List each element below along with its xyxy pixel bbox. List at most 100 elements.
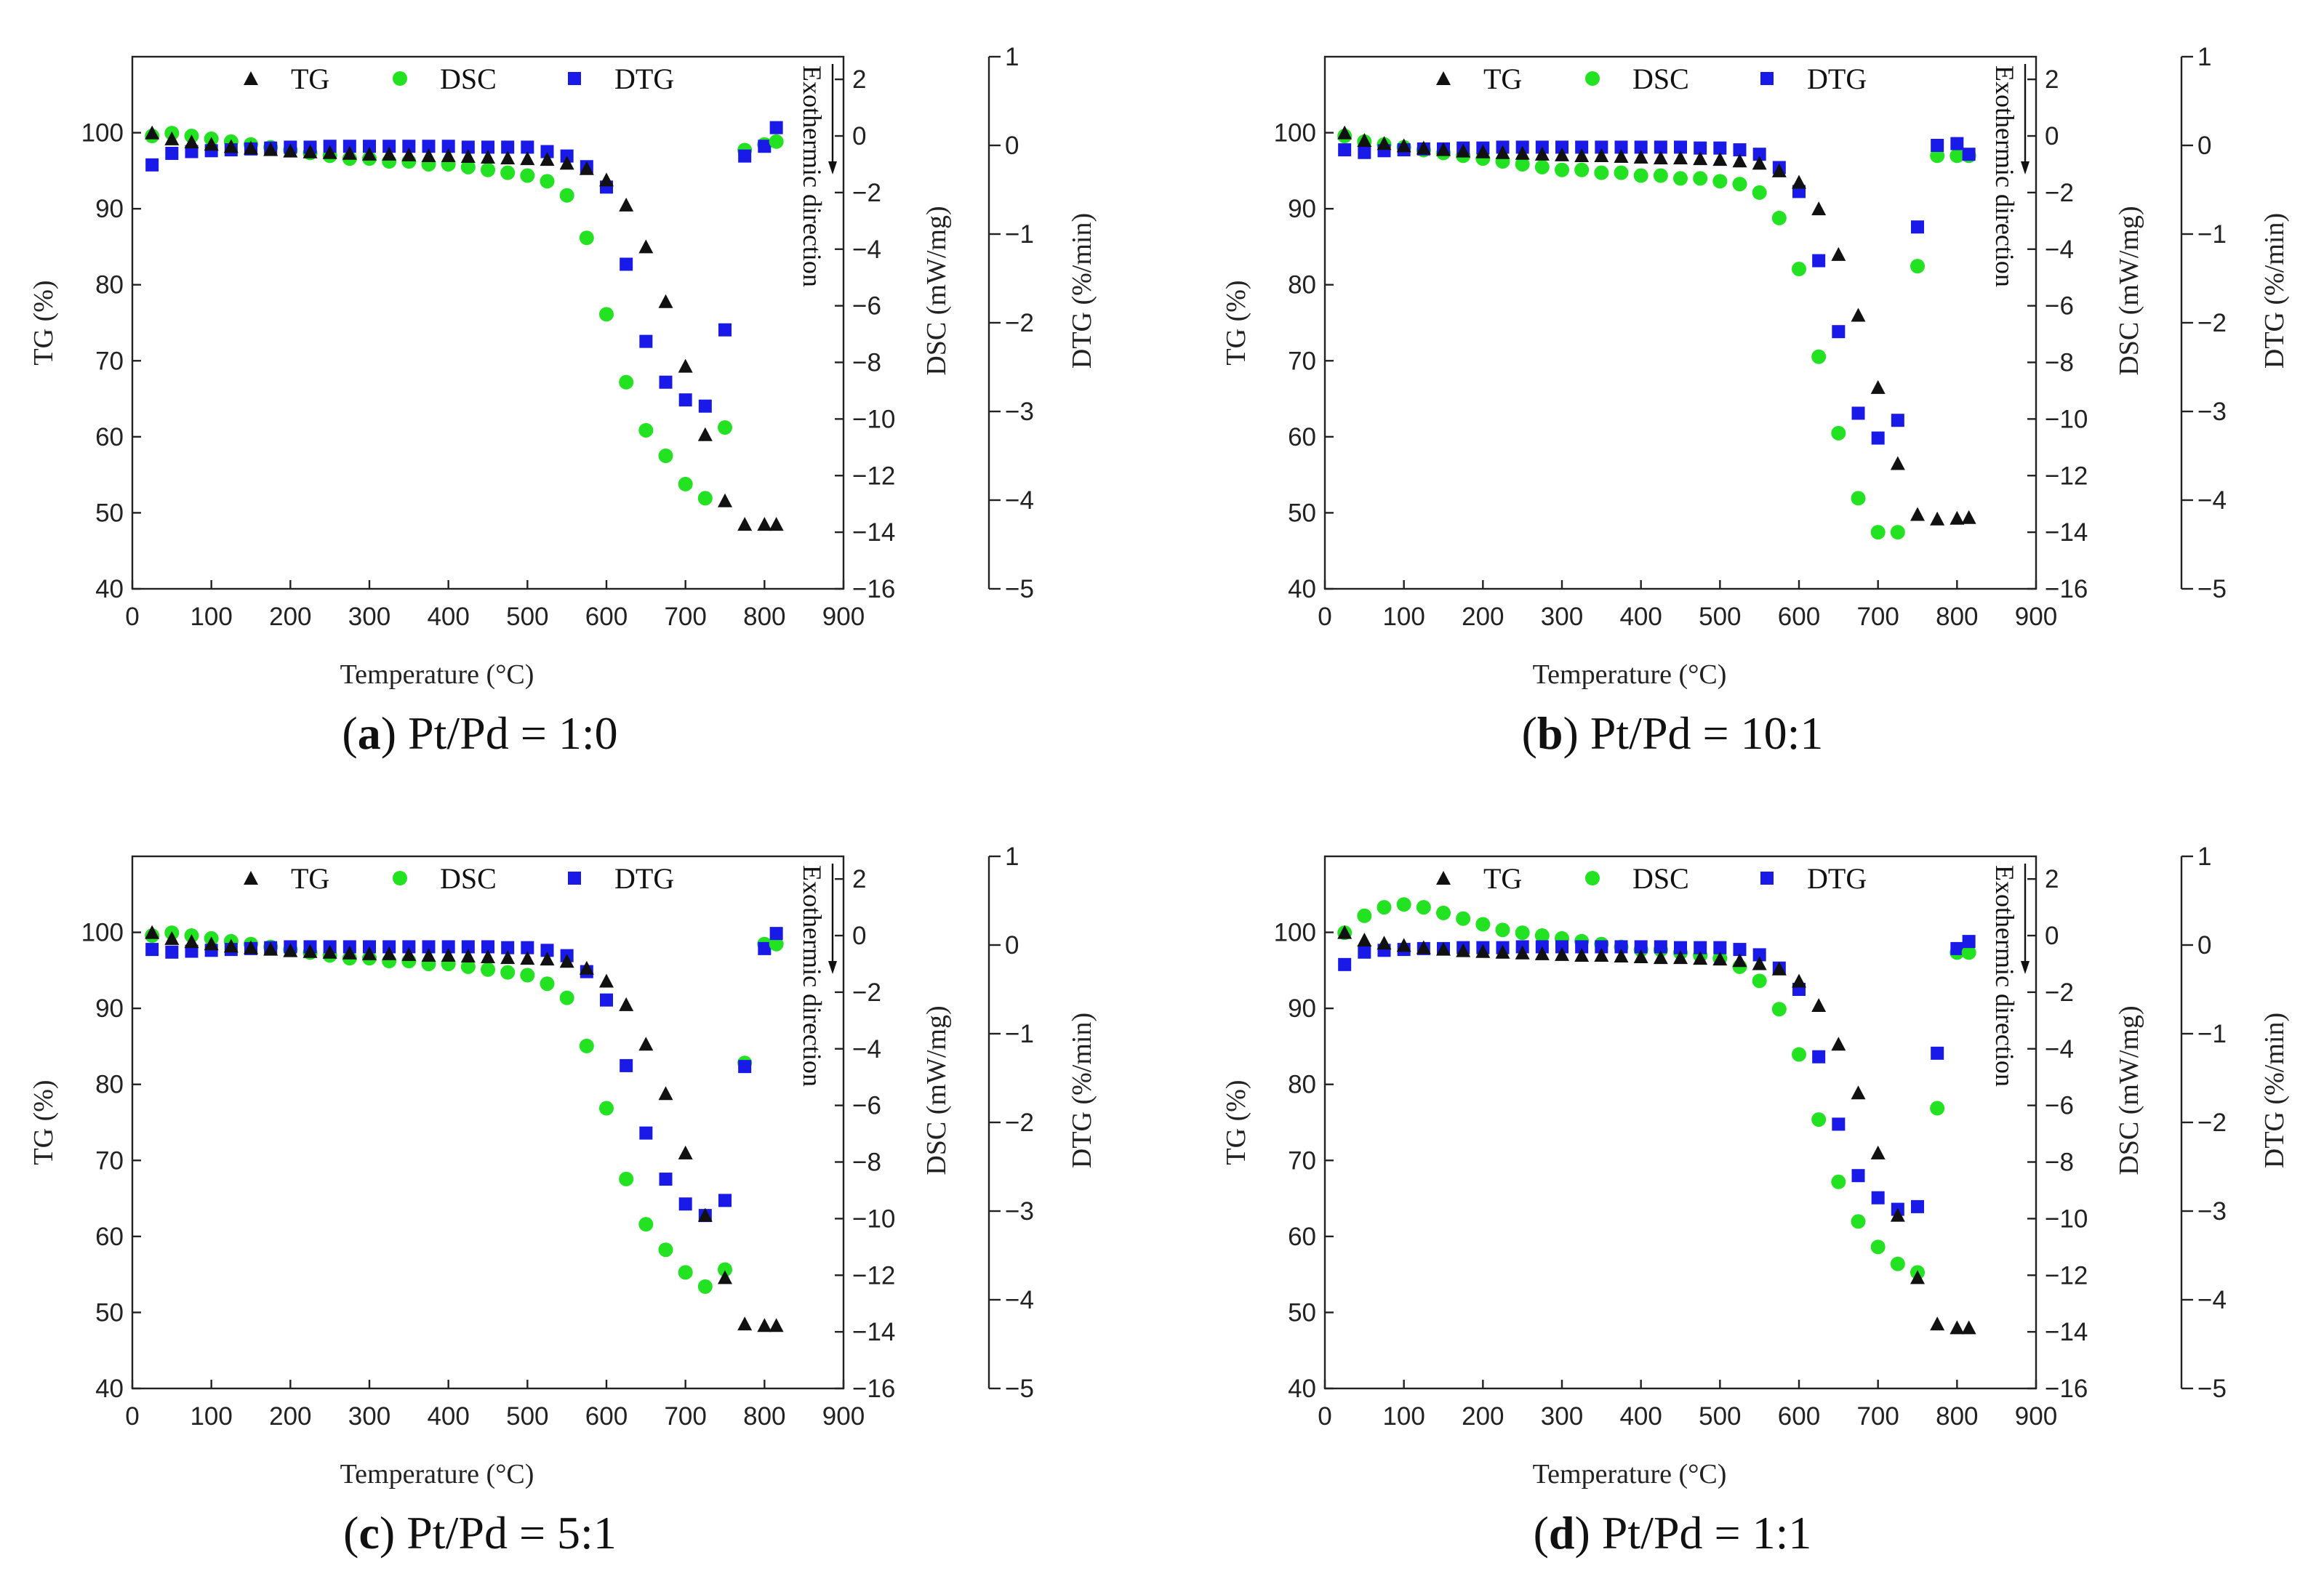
tg-axis-label: TG (%) bbox=[1221, 280, 1251, 365]
x-tick-label: 500 bbox=[506, 603, 548, 631]
tg-point bbox=[1633, 949, 1648, 964]
dtg-tick-label: −5 bbox=[2197, 1375, 2227, 1403]
dsc-axis-label: DSC (mW/mg) bbox=[921, 1005, 952, 1175]
tg-point bbox=[1416, 940, 1431, 954]
tg-point bbox=[1752, 156, 1767, 170]
tg-point bbox=[697, 1207, 713, 1222]
x-tick-label: 500 bbox=[506, 1402, 548, 1431]
dsc-point bbox=[1456, 911, 1471, 926]
tg-point bbox=[1515, 945, 1530, 960]
dtg-point bbox=[402, 940, 416, 954]
dtg-point bbox=[1694, 141, 1707, 155]
x-tick-label: 0 bbox=[1318, 603, 1331, 631]
dsc-point bbox=[1712, 174, 1728, 189]
dtg-axis-label: DTG (%/min) bbox=[2259, 213, 2290, 369]
tg-tick-label: 100 bbox=[81, 919, 124, 947]
dsc-point bbox=[1851, 1214, 1866, 1229]
x-tick-label: 900 bbox=[822, 603, 865, 631]
dsc-point bbox=[1851, 491, 1866, 506]
caption-paren-open: ( bbox=[1534, 1507, 1549, 1559]
tg-point bbox=[737, 1316, 753, 1331]
dsc-tick-label: −4 bbox=[852, 1035, 881, 1064]
x-tick-label: 200 bbox=[269, 1402, 311, 1431]
tg-point bbox=[1811, 997, 1827, 1012]
tg-point bbox=[1693, 951, 1708, 965]
dsc-point bbox=[718, 1262, 732, 1277]
exothermic-direction-label: Exothermic direction bbox=[798, 65, 827, 287]
dsc-point bbox=[599, 307, 614, 322]
dtg-point bbox=[678, 393, 692, 407]
tg-tick-label: 60 bbox=[95, 1223, 124, 1251]
dsc-point bbox=[1792, 262, 1806, 277]
tg-point bbox=[362, 146, 377, 161]
dtg-tick-label: −3 bbox=[1005, 1197, 1034, 1226]
tg-point bbox=[540, 152, 555, 166]
tg-point bbox=[322, 145, 337, 159]
tg-point bbox=[1495, 145, 1510, 159]
dsc-point bbox=[769, 134, 784, 149]
dsc-point bbox=[769, 936, 784, 952]
legend-label-dsc: DSC bbox=[440, 63, 497, 95]
caption-text: Pt/Pd = 10:1 bbox=[1579, 707, 1824, 759]
legend-label-dtg: DTG bbox=[1807, 63, 1867, 95]
dsc-point bbox=[1752, 185, 1767, 200]
legend-tg-marker bbox=[244, 871, 258, 885]
tg-point bbox=[1693, 151, 1708, 166]
dtg-point bbox=[422, 940, 436, 954]
dsc-point bbox=[658, 449, 673, 463]
x-tick-label: 700 bbox=[1856, 1402, 1899, 1431]
dsc-point bbox=[1811, 1112, 1827, 1127]
tg-point bbox=[1396, 138, 1411, 153]
dsc-point bbox=[1930, 148, 1945, 164]
tg-point bbox=[1811, 201, 1827, 216]
legend-label-dtg: DTG bbox=[614, 63, 674, 95]
dsc-point bbox=[1693, 171, 1708, 186]
dtg-point bbox=[1614, 140, 1628, 154]
dsc-point bbox=[1396, 897, 1411, 912]
tg-tick-label: 70 bbox=[1288, 1146, 1316, 1175]
dsc-point bbox=[697, 491, 713, 506]
caption-letter: d bbox=[1549, 1507, 1575, 1559]
dsc-point bbox=[658, 1242, 673, 1258]
dtg-tick-label: −5 bbox=[1005, 575, 1034, 603]
dtg-point bbox=[461, 940, 475, 954]
tg-tick-label: 50 bbox=[95, 1298, 124, 1327]
dtg-point bbox=[1338, 957, 1352, 971]
dsc-point bbox=[1416, 900, 1431, 915]
dtg-point bbox=[402, 140, 416, 153]
dsc-tick-label: −8 bbox=[2045, 349, 2074, 377]
tg-point bbox=[540, 952, 555, 966]
caption-paren-open: ( bbox=[342, 707, 357, 759]
dsc-tick-label: −6 bbox=[852, 1092, 881, 1120]
dtg-point bbox=[1812, 254, 1826, 268]
dtg-point bbox=[738, 149, 752, 163]
dtg-tick-label: −4 bbox=[2197, 1286, 2227, 1314]
dtg-point bbox=[1931, 1046, 1944, 1060]
tg-point bbox=[1357, 933, 1372, 947]
dsc-point bbox=[599, 1101, 614, 1116]
tg-point bbox=[658, 294, 673, 308]
tg-point bbox=[1653, 150, 1668, 165]
legend-label-tg: TG bbox=[291, 63, 329, 95]
exothermic-direction-label: Exothermic direction bbox=[798, 865, 827, 1087]
tg-tick-label: 40 bbox=[1288, 575, 1316, 603]
dtg-tick-label: −5 bbox=[1005, 1375, 1034, 1403]
dsc-tick-label: −12 bbox=[852, 462, 895, 490]
dsc-point bbox=[1475, 917, 1491, 932]
dtg-point bbox=[1555, 140, 1568, 154]
tg-point bbox=[1890, 1207, 1905, 1222]
dsc-tick-label: 0 bbox=[2045, 122, 2059, 150]
dsc-point bbox=[1870, 1239, 1886, 1255]
x-tick-label: 400 bbox=[1619, 1402, 1662, 1431]
dsc-point bbox=[1792, 1047, 1806, 1062]
tg-tick-label: 90 bbox=[1288, 994, 1316, 1023]
dtg-point bbox=[758, 941, 772, 955]
x-axis-label: Temperature (°C) bbox=[1533, 1459, 1727, 1490]
tg-tick-label: 100 bbox=[1274, 119, 1316, 148]
tg-point bbox=[1732, 153, 1747, 168]
tg-point bbox=[382, 146, 397, 161]
dtg-point bbox=[1832, 325, 1846, 339]
tg-point bbox=[737, 517, 753, 531]
dtg-point bbox=[1962, 935, 1976, 949]
dtg-point bbox=[1595, 140, 1608, 154]
